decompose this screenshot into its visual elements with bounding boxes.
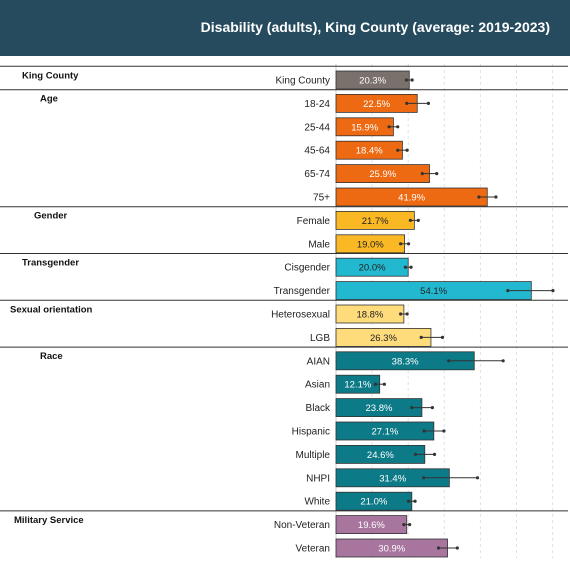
error-bar-cap (477, 195, 481, 199)
data-label: 19.6% (358, 520, 385, 531)
error-bar-cap (506, 289, 510, 293)
data-label: 38.3% (392, 356, 419, 367)
chart-title: Disability (adults), King County (averag… (200, 19, 550, 35)
error-bar-cap (405, 312, 409, 316)
category-label: 75+ (313, 193, 330, 204)
error-bar-cap (399, 312, 403, 316)
error-bar-cap (435, 172, 439, 176)
category-label: Hispanic (292, 427, 330, 438)
error-bar-cap (455, 546, 459, 550)
data-label: 54.1% (420, 286, 447, 297)
category-label: Multiple (296, 450, 331, 461)
error-bar-cap (475, 476, 480, 480)
data-label: 23.8% (365, 403, 392, 414)
category-label: Black (306, 403, 331, 414)
category-label: 18-24 (304, 99, 330, 110)
error-bar-cap (373, 382, 377, 386)
data-label: 18.4% (356, 146, 383, 157)
category-label: Female (297, 216, 331, 227)
error-bar-cap (551, 289, 555, 293)
data-label: 41.9% (398, 193, 425, 204)
error-bar-cap (422, 476, 426, 480)
error-bar-cap (420, 172, 424, 176)
data-label: 21.0% (360, 497, 387, 508)
error-bar-cap (419, 335, 423, 339)
error-bar-cap (410, 406, 414, 410)
error-bar-cap (430, 406, 434, 410)
data-label: 31.4% (379, 473, 406, 484)
error-bar-cap (405, 101, 409, 105)
category-label: 65-74 (304, 169, 330, 180)
category-label: Veteran (296, 544, 330, 555)
data-label: 18.8% (356, 310, 383, 321)
data-label: 12.1% (344, 380, 371, 391)
error-bar-cap (416, 218, 420, 222)
category-label: AIAN (307, 356, 330, 367)
error-bar-cap (404, 78, 408, 82)
data-label: 25.9% (369, 169, 396, 180)
data-label: 19.0% (357, 239, 384, 250)
data-label: 15.9% (351, 122, 378, 133)
error-bar-cap (447, 359, 451, 363)
error-bar-cap (408, 218, 412, 222)
category-label: Non-Veteran (274, 520, 330, 531)
error-bar-cap (422, 429, 426, 433)
data-label: 24.6% (367, 450, 394, 461)
error-bar-cap (406, 499, 411, 503)
error-bar-cap (494, 195, 498, 199)
error-bar-cap (403, 265, 407, 269)
error-bar-cap (442, 429, 446, 433)
group-label: Sexual orientation (10, 304, 93, 315)
category-label: Heterosexual (271, 310, 330, 321)
error-bar-cap (387, 125, 391, 129)
error-bar-cap (440, 335, 445, 339)
error-bar-cap (410, 78, 414, 82)
error-bar-cap (413, 499, 417, 503)
group-label: Gender (34, 211, 68, 222)
error-bar-cap (408, 523, 412, 527)
category-label: Male (308, 239, 330, 250)
group-label: Military Service (14, 515, 84, 526)
data-label: 27.1% (371, 427, 398, 438)
error-bar-cap (399, 242, 403, 246)
error-bar-cap (432, 452, 437, 456)
error-bar-cap (413, 452, 418, 456)
category-label: White (304, 497, 330, 508)
error-bar-cap (409, 265, 413, 269)
category-label: Cisgender (284, 263, 330, 274)
error-bar-cap (396, 125, 400, 129)
category-label: Transgender (274, 286, 331, 297)
category-label: 45-64 (304, 146, 330, 157)
data-label: 20.3% (359, 76, 386, 87)
error-bar-cap (501, 359, 505, 363)
error-bar-cap (406, 242, 411, 246)
group-label: Transgender (22, 258, 79, 269)
group-label: King County (22, 70, 79, 81)
category-label: LGB (310, 333, 330, 344)
error-bar-cap (436, 546, 441, 550)
data-label: 20.0% (359, 263, 386, 274)
category-label: 25-44 (304, 122, 330, 133)
error-bar-cap (382, 382, 386, 386)
data-label: 22.5% (363, 99, 390, 110)
group-label: Race (40, 351, 63, 362)
group-label: Age (40, 94, 58, 105)
data-label: 21.7% (362, 216, 389, 227)
error-bar-cap (405, 148, 409, 152)
title-bar: Disability (adults), King County (averag… (0, 0, 570, 56)
category-label: King County (276, 76, 330, 87)
error-bar-cap (402, 523, 406, 527)
category-label: Asian (305, 380, 330, 391)
category-label: NHPI (306, 473, 330, 484)
error-bar-cap (426, 101, 431, 105)
data-label: 26.3% (370, 333, 397, 344)
error-bar-cap (396, 148, 400, 152)
data-label: 30.9% (378, 544, 405, 555)
